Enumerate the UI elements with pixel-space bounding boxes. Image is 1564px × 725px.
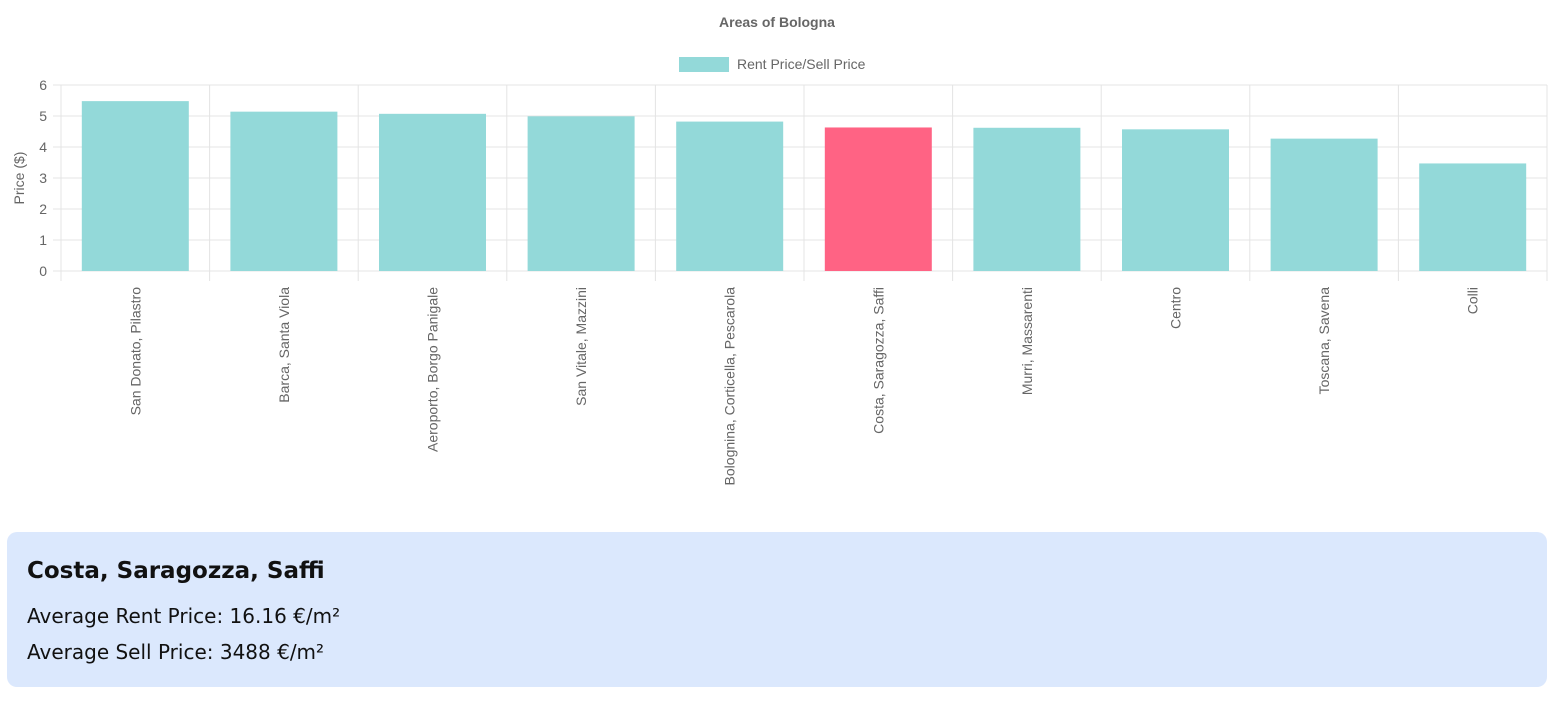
x-tick-label: Bolognina, Corticella, Pescarola xyxy=(722,287,738,486)
chart-title: Areas of Bologna xyxy=(719,14,835,30)
x-tick-label: Colli xyxy=(1465,287,1481,314)
y-tick-label: 2 xyxy=(39,201,47,217)
bar[interactable] xyxy=(824,127,932,271)
bar[interactable] xyxy=(1419,163,1527,271)
y-tick-label: 6 xyxy=(39,77,47,93)
bar[interactable] xyxy=(1122,129,1229,271)
average-sell-price: Average Sell Price: 3488 €/m² xyxy=(27,640,325,664)
bar[interactable] xyxy=(230,111,338,271)
x-tick-label: Costa, Saragozza, Saffi xyxy=(870,287,886,434)
y-tick-label: 0 xyxy=(39,263,47,279)
y-tick-label: 4 xyxy=(39,139,47,155)
x-axis: San Donato, Pilastro Barca, Santa Viola Ae… xyxy=(127,287,1480,486)
average-rent-price: Average Rent Price: 16.16 €/m² xyxy=(27,604,341,628)
y-axis-title: Price ($) xyxy=(11,152,27,205)
x-tick-label: San Vitale, Mazzini xyxy=(573,287,589,406)
y-tick-label: 3 xyxy=(39,170,47,186)
y-axis: 0 1 2 3 4 5 6 xyxy=(39,77,47,279)
bar[interactable] xyxy=(527,116,635,271)
x-tick-label: Toscana, Savena xyxy=(1316,287,1332,395)
legend-label[interactable]: Rent Price/Sell Price xyxy=(737,56,866,72)
bar[interactable] xyxy=(81,101,189,272)
area-info-card: Costa, Saragozza, Saffi Average Rent Pri… xyxy=(7,532,1547,687)
x-tick-label: Aeroporto, Borgo Panigale xyxy=(425,287,441,452)
bar[interactable] xyxy=(1270,138,1378,271)
bar-chart: Areas of Bologna Rent Price/Sell Price 0… xyxy=(11,14,1548,486)
x-tick-label: San Donato, Pilastro xyxy=(127,287,143,416)
legend-swatch[interactable] xyxy=(679,57,729,72)
x-tick-label: Centro xyxy=(1168,287,1184,329)
bar[interactable] xyxy=(676,121,784,271)
y-tick-label: 1 xyxy=(39,232,47,248)
x-tick-label: Murri, Massarenti xyxy=(1019,287,1035,395)
bar[interactable] xyxy=(973,127,1081,271)
selected-area-title: Costa, Saragozza, Saffi xyxy=(27,558,325,584)
chart-canvas: Areas of Bologna Rent Price/Sell Price 0… xyxy=(11,14,1548,486)
chart-bars xyxy=(81,101,1527,272)
x-tick-label: Barca, Santa Viola xyxy=(276,287,292,403)
chart-legend[interactable]: Rent Price/Sell Price xyxy=(679,56,866,72)
bar[interactable] xyxy=(379,113,486,271)
y-tick-label: 5 xyxy=(39,108,47,124)
